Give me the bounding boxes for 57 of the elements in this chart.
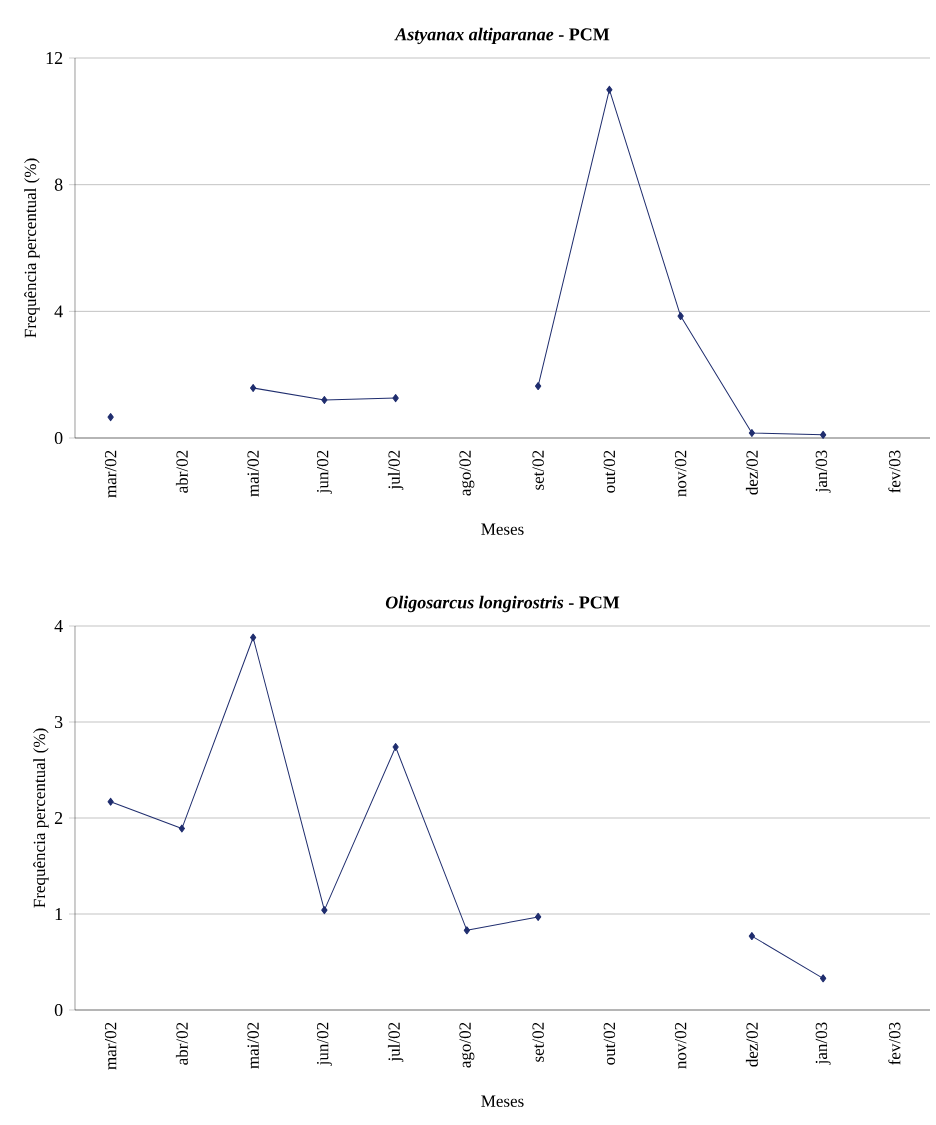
x-tick-label: ago/02: [459, 450, 475, 496]
x-tick-label: jul/02: [388, 1022, 404, 1063]
x-tick-label: nov/02: [675, 1022, 687, 1069]
y-tick-label: 3: [55, 715, 63, 729]
point: [463, 926, 471, 935]
x-tick-label: jun/02: [317, 450, 333, 494]
y-tick-label: 4: [54, 620, 64, 632]
x-tick-label: fev/03: [888, 450, 901, 493]
y-tick-label: 2: [55, 812, 63, 824]
chart-title: Oligosarcus longirostris - PCM: [386, 595, 620, 613]
x-tick-label: ago/02: [459, 1022, 475, 1068]
point: [392, 742, 399, 751]
point: [321, 906, 328, 915]
point: [250, 383, 257, 392]
y-tick-label: 4: [54, 305, 64, 318]
x-tick-label: dez/02: [746, 1022, 759, 1067]
x-tick-label: out/02: [603, 450, 616, 493]
x-tick-label: out/02: [603, 1022, 616, 1065]
chart-title: Astyanax altiparanae - PCM: [394, 27, 610, 45]
point: [178, 824, 186, 833]
y-axis-title: Frequência percentual (%): [24, 158, 40, 338]
x-tick-label: dez/02: [746, 450, 759, 495]
x-tick-label: jan/03: [815, 1022, 831, 1065]
x-tick-label: set/02: [532, 1022, 545, 1062]
y-tick-label: 1: [55, 908, 63, 920]
x-tick-label: jan/03: [815, 450, 831, 493]
x-tick-label: abr/02: [176, 450, 189, 493]
point: [321, 396, 328, 405]
point: [107, 413, 114, 422]
x-tick-label: jun/02: [317, 1022, 333, 1066]
point: [606, 85, 613, 94]
y-tick-label: 0: [55, 1003, 63, 1017]
x-tick-label: fev/03: [888, 1022, 901, 1065]
x-tick-label: nov/02: [675, 450, 687, 497]
point: [535, 382, 542, 391]
y-tick-label: 12: [46, 52, 63, 64]
point: [748, 428, 756, 437]
point: [535, 912, 542, 921]
point: [107, 797, 114, 806]
x-tick-label: jul/02: [388, 450, 404, 491]
point: [748, 932, 756, 941]
point: [677, 312, 684, 321]
y-tick-label: 8: [55, 178, 63, 191]
x-axis-title: Meses: [481, 523, 524, 535]
x-tick-label: mar/02: [105, 1022, 117, 1070]
point: [250, 633, 257, 642]
x-tick-label: mar/02: [105, 450, 117, 498]
x-tick-label: abr/02: [176, 1022, 189, 1065]
point: [820, 974, 827, 983]
x-tick-label: mai/02: [247, 1022, 260, 1069]
x-tick-label: set/02: [532, 450, 545, 490]
point: [820, 430, 827, 439]
point: [392, 394, 399, 403]
y-axis-title: Frequência percentual (%): [33, 728, 49, 908]
y-tick-label: 0: [55, 431, 63, 445]
x-axis-title: Meses: [481, 1095, 524, 1107]
x-tick-label: mai/02: [247, 450, 260, 497]
